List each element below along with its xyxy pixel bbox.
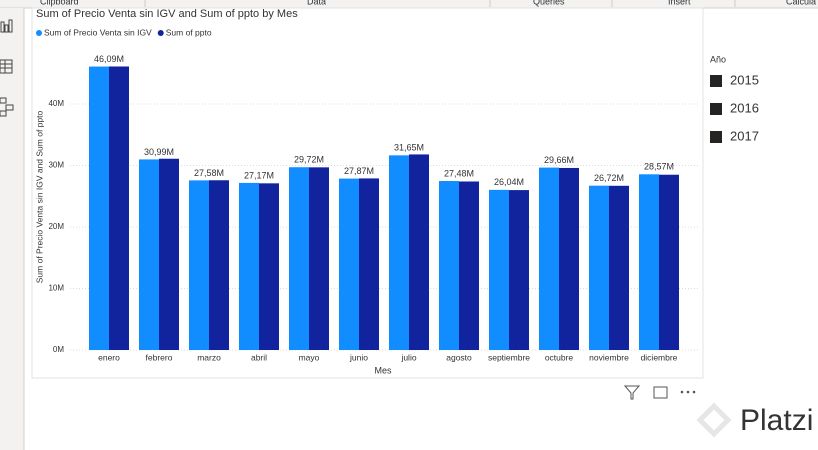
- x-tick-label: abril: [251, 352, 267, 362]
- y-tick-label: 20M: [48, 222, 64, 231]
- slicer-item[interactable]: 2016: [730, 100, 759, 115]
- data-label: 31,65M: [394, 143, 424, 153]
- watermark: Platzi: [740, 404, 813, 437]
- bar: [439, 180, 459, 350]
- legend-label: Sum of ppto: [166, 27, 212, 37]
- more-options-icon[interactable]: [680, 390, 696, 394]
- data-label: 28,57M: [644, 162, 674, 172]
- bar: [289, 167, 309, 350]
- slicer-checkbox[interactable]: [710, 75, 722, 87]
- watermark-logo: [696, 402, 732, 438]
- bar: [339, 178, 359, 350]
- bar: [159, 158, 179, 350]
- y-tick-label: 10M: [48, 284, 64, 293]
- legend-label: Sum of Precio Venta sin IGV: [44, 27, 152, 37]
- focus-icon[interactable]: [653, 386, 668, 399]
- bar: [359, 178, 379, 350]
- data-label: 27,87M: [344, 166, 374, 176]
- x-axis-title: Mes: [374, 365, 392, 375]
- chart-title: Sum of Precio Venta sin IGV and Sum of p…: [36, 8, 298, 20]
- ribbon-group: Insert: [668, 0, 691, 6]
- bar: [409, 154, 429, 350]
- bar: [259, 183, 279, 350]
- bar: [509, 190, 529, 350]
- model-view-icon[interactable]: [0, 97, 14, 117]
- slicer-title: Año: [710, 54, 726, 64]
- x-tick-label: agosto: [446, 352, 472, 362]
- x-tick-label: enero: [98, 352, 120, 362]
- bar: [589, 185, 609, 350]
- bar: [189, 180, 209, 350]
- ribbon: [0, 0, 818, 8]
- bar: [559, 167, 579, 350]
- data-view-icon[interactable]: [0, 59, 13, 74]
- bar: [139, 159, 159, 350]
- report-view-icon[interactable]: [0, 19, 13, 33]
- bar: [389, 155, 409, 350]
- ribbon-group: Queries: [533, 0, 565, 6]
- y-axis-title: Sum of Precio Venta sin IGV and Sum of p…: [34, 111, 44, 284]
- x-tick-label: mayo: [299, 352, 320, 362]
- x-tick-label: marzo: [197, 352, 221, 362]
- data-label: 27,58M: [194, 168, 224, 178]
- bar: [539, 167, 559, 350]
- x-tick-label: febrero: [146, 352, 173, 362]
- bar: [89, 66, 109, 350]
- visual-header: [623, 385, 696, 400]
- bar: [609, 185, 629, 350]
- legend-marker: [36, 30, 42, 36]
- x-tick-label: octubre: [545, 352, 574, 362]
- slicer-item[interactable]: 2015: [730, 72, 759, 87]
- ribbon-group: Calcula: [786, 0, 816, 6]
- bar: [639, 174, 659, 350]
- data-label: 29,72M: [294, 155, 324, 165]
- sidebar: [0, 8, 24, 450]
- data-label: 27,48M: [444, 168, 474, 178]
- y-tick-label: 30M: [48, 161, 64, 170]
- data-label: 26,72M: [594, 173, 624, 183]
- data-label: 27,17M: [244, 170, 274, 180]
- x-tick-label: junio: [349, 352, 368, 362]
- bar: [489, 189, 509, 350]
- slicer-item[interactable]: 2017: [730, 128, 759, 143]
- bar: [309, 167, 329, 350]
- bar: [109, 66, 129, 351]
- x-tick-label: septiembre: [488, 352, 530, 362]
- x-tick-label: diciembre: [641, 352, 678, 362]
- ribbon-group: Data: [307, 0, 326, 6]
- slicer-checkbox[interactable]: [710, 103, 722, 115]
- slicer-checkbox[interactable]: [710, 131, 722, 143]
- filter-icon[interactable]: [623, 385, 641, 400]
- data-label: 30,99M: [144, 147, 174, 157]
- y-tick-label: 40M: [48, 99, 64, 108]
- y-tick-label: 0M: [53, 345, 64, 354]
- x-tick-label: julio: [400, 352, 416, 362]
- bar: [459, 181, 479, 350]
- bar: [239, 182, 259, 350]
- x-tick-label: noviembre: [589, 352, 629, 362]
- ribbon-group: Clipboard: [40, 0, 79, 6]
- bar: [659, 174, 679, 350]
- data-label: 29,66M: [544, 155, 574, 165]
- bar: [209, 180, 229, 350]
- data-label: 26,04M: [494, 177, 524, 187]
- legend-marker: [157, 30, 164, 36]
- data-label: 46,09M: [94, 54, 124, 64]
